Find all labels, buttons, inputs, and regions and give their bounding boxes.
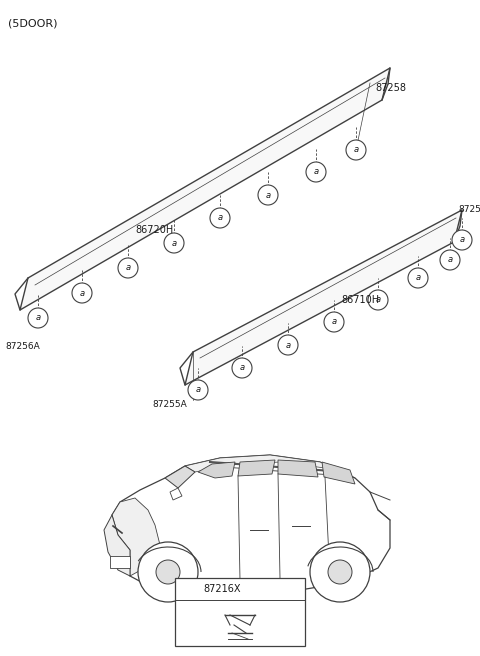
Text: a: a xyxy=(415,274,420,283)
Polygon shape xyxy=(170,488,182,500)
Polygon shape xyxy=(112,498,160,576)
Text: 87257: 87257 xyxy=(458,205,480,215)
Text: 87256A: 87256A xyxy=(5,342,40,351)
Circle shape xyxy=(346,140,366,160)
Circle shape xyxy=(328,560,352,584)
Circle shape xyxy=(188,380,208,400)
Polygon shape xyxy=(165,466,195,488)
Text: a: a xyxy=(186,584,192,594)
Text: a: a xyxy=(171,239,177,247)
Polygon shape xyxy=(112,455,390,598)
Circle shape xyxy=(210,208,230,228)
Text: 86710H: 86710H xyxy=(341,295,379,305)
Text: 86720H: 86720H xyxy=(136,225,174,235)
Circle shape xyxy=(164,233,184,253)
Text: a: a xyxy=(447,255,453,264)
Text: 87255A: 87255A xyxy=(152,400,187,409)
Circle shape xyxy=(28,308,48,328)
Polygon shape xyxy=(322,462,355,484)
Circle shape xyxy=(306,162,326,182)
Text: a: a xyxy=(240,363,245,373)
Text: a: a xyxy=(286,340,290,350)
Polygon shape xyxy=(198,462,235,478)
Circle shape xyxy=(156,560,180,584)
Text: a: a xyxy=(375,295,381,304)
Text: 87216X: 87216X xyxy=(203,584,240,594)
Text: a: a xyxy=(313,167,319,176)
Text: a: a xyxy=(125,264,131,272)
Circle shape xyxy=(72,283,92,303)
Circle shape xyxy=(324,312,344,332)
Text: a: a xyxy=(353,146,359,155)
Text: a: a xyxy=(36,314,41,323)
Circle shape xyxy=(232,358,252,378)
Circle shape xyxy=(138,542,198,602)
Text: a: a xyxy=(459,236,465,245)
Circle shape xyxy=(310,542,370,602)
Circle shape xyxy=(452,230,472,250)
Text: a: a xyxy=(331,318,336,327)
Polygon shape xyxy=(185,210,462,385)
Polygon shape xyxy=(20,68,390,310)
Text: a: a xyxy=(265,190,271,199)
Polygon shape xyxy=(238,460,275,476)
Circle shape xyxy=(278,335,298,355)
Circle shape xyxy=(258,185,278,205)
Polygon shape xyxy=(104,515,130,576)
Circle shape xyxy=(180,580,198,598)
Polygon shape xyxy=(278,460,318,477)
Text: (5DOOR): (5DOOR) xyxy=(8,18,58,28)
FancyBboxPatch shape xyxy=(175,578,305,646)
Text: a: a xyxy=(195,386,201,394)
Text: a: a xyxy=(217,213,223,222)
Circle shape xyxy=(408,268,428,288)
Text: 87258: 87258 xyxy=(375,83,406,93)
Circle shape xyxy=(368,290,388,310)
Text: a: a xyxy=(79,289,84,298)
Circle shape xyxy=(118,258,138,278)
Polygon shape xyxy=(185,455,355,478)
FancyBboxPatch shape xyxy=(110,556,130,568)
Circle shape xyxy=(440,250,460,270)
